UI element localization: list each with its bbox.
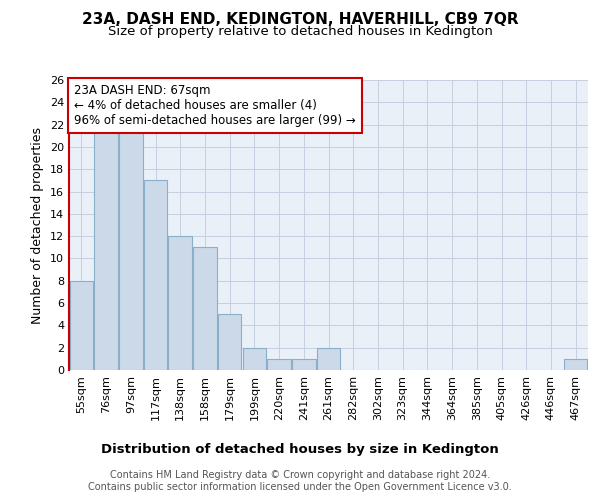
Bar [144,180,167,370]
Text: Contains public sector information licensed under the Open Government Licence v3: Contains public sector information licen… [88,482,512,492]
Text: Distribution of detached houses by size in Kedington: Distribution of detached houses by size … [101,442,499,456]
Bar [119,124,143,370]
Text: Contains HM Land Registry data © Crown copyright and database right 2024.: Contains HM Land Registry data © Crown c… [110,470,490,480]
Bar [268,359,291,370]
Bar [218,314,241,370]
Bar [193,248,217,370]
Bar [169,236,192,370]
Bar [242,348,266,370]
Text: 23A, DASH END, KEDINGTON, HAVERHILL, CB9 7QR: 23A, DASH END, KEDINGTON, HAVERHILL, CB9… [82,12,518,28]
Text: 23A DASH END: 67sqm
← 4% of detached houses are smaller (4)
96% of semi-detached: 23A DASH END: 67sqm ← 4% of detached hou… [74,84,356,128]
Bar [317,348,340,370]
Bar [292,359,316,370]
Bar [564,359,587,370]
Bar [94,124,118,370]
Bar [70,281,93,370]
Y-axis label: Number of detached properties: Number of detached properties [31,126,44,324]
Text: Size of property relative to detached houses in Kedington: Size of property relative to detached ho… [107,25,493,38]
